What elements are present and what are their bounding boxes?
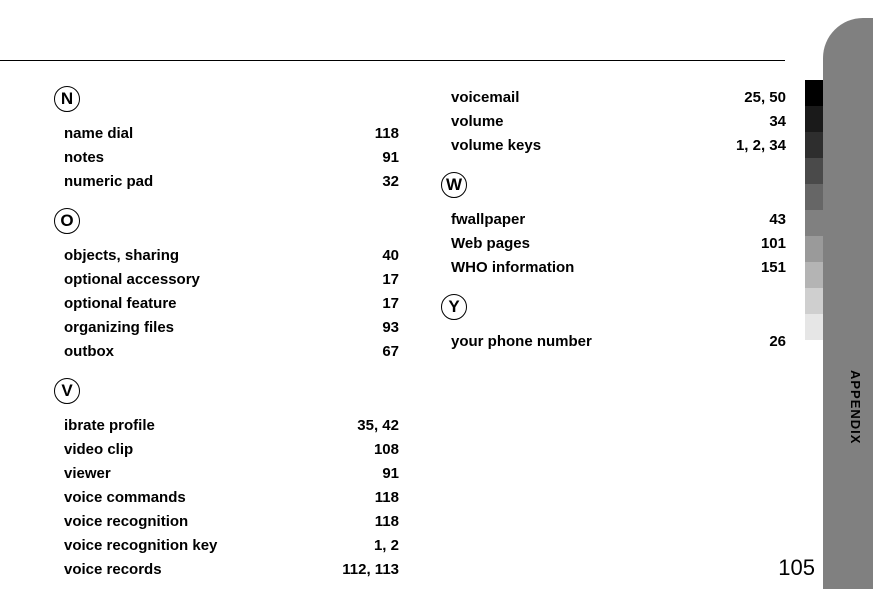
index-pages: 35, 42 — [357, 414, 399, 438]
index-pages: 32 — [382, 170, 399, 194]
index-term: your phone number — [451, 330, 592, 354]
index-entry: WHO information 151 — [447, 256, 786, 280]
index-letter-w: W — [441, 172, 467, 198]
thumb-tab-step — [805, 132, 823, 158]
index-pages: 118 — [375, 122, 399, 146]
thumb-tab-steps — [805, 80, 823, 340]
index-entry: volume 34 — [447, 110, 786, 134]
index-term: volume keys — [451, 134, 541, 158]
index-pages: 43 — [769, 208, 786, 232]
page: Nname dial 118 notes 91 numeric pad 32 Oobject… — [0, 0, 873, 589]
thumb-tab-step — [805, 236, 823, 262]
index-pages: 40 — [382, 244, 399, 268]
top-rule — [0, 60, 785, 61]
index-entry: voice recognition 118 — [60, 510, 399, 534]
thumb-tab-step — [805, 288, 823, 314]
index-pages: 17 — [382, 292, 399, 316]
index-entry: video clip 108 — [60, 438, 399, 462]
index-entry: voice commands 118 — [60, 486, 399, 510]
index-pages: 118 — [375, 486, 399, 510]
index-entry: Web pages 101 — [447, 232, 786, 256]
index-pages: 34 — [769, 110, 786, 134]
index-entry: name dial 118 — [60, 122, 399, 146]
index-term: voicemail — [451, 86, 519, 110]
index-pages: 1, 2 — [374, 534, 399, 558]
index-pages: 91 — [382, 146, 399, 170]
index-entry: your phone number 26 — [447, 330, 786, 354]
index-term: name dial — [64, 122, 133, 146]
index-column-right: voicemail 25, 50 volume 34 volume keys 1, 2, … — [447, 86, 786, 582]
thumb-tab-band — [823, 18, 873, 589]
index-entry: objects, sharing 40 — [60, 244, 399, 268]
index-pages: 17 — [382, 268, 399, 292]
index-term: WHO information — [451, 256, 574, 280]
index-entry: fwallpaper 43 — [447, 208, 786, 232]
index-entry: optional feature 17 — [60, 292, 399, 316]
index-pages: 26 — [769, 330, 786, 354]
index-entry: voicemail 25, 50 — [447, 86, 786, 110]
index-entry: ibrate profile 35, 42 — [60, 414, 399, 438]
index-letter-v: V — [54, 378, 80, 404]
index-term: video clip — [64, 438, 133, 462]
index-entry: optional accessory 17 — [60, 268, 399, 292]
index-entry: volume keys 1, 2, 34 — [447, 134, 786, 158]
index-letter-o: O — [54, 208, 80, 234]
index-term: voice recognition — [64, 510, 188, 534]
index-pages: 118 — [375, 510, 399, 534]
thumb-tab-step — [805, 158, 823, 184]
index-pages: 93 — [382, 316, 399, 340]
index-term: Web pages — [451, 232, 530, 256]
index-entry: outbox 67 — [60, 340, 399, 364]
thumb-tab-step — [805, 80, 823, 106]
index-term: volume — [451, 110, 504, 134]
index-pages: 108 — [374, 438, 399, 462]
index-term: organizing files — [64, 316, 174, 340]
index-term: objects, sharing — [64, 244, 179, 268]
index-term: voice records — [64, 558, 162, 582]
index-pages: 1, 2, 34 — [736, 134, 786, 158]
index-term: fwallpaper — [451, 208, 525, 232]
side-label: APPENDIX — [848, 370, 863, 444]
index-entry: organizing files 93 — [60, 316, 399, 340]
index-term: notes — [64, 146, 104, 170]
page-number: 105 — [778, 555, 815, 581]
index-letter-n: N — [54, 86, 80, 112]
index-entry: notes 91 — [60, 146, 399, 170]
index-term: voice recognition key — [64, 534, 217, 558]
index-pages: 25, 50 — [744, 86, 786, 110]
index-term: voice commands — [64, 486, 186, 510]
thumb-tab-step — [805, 314, 823, 340]
index-pages: 91 — [382, 462, 399, 486]
index-pages: 151 — [761, 256, 786, 280]
index-entry: viewer 91 — [60, 462, 399, 486]
index-pages: 67 — [382, 340, 399, 364]
index-entry: numeric pad 32 — [60, 170, 399, 194]
index-content: Nname dial118notes91numeric pad32Oobject… — [60, 86, 786, 582]
index-column-left: Nname dial118notes91numeric pad32Oobject… — [60, 86, 399, 582]
index-term: optional feature — [64, 292, 177, 316]
index-entry: voice recognition key 1, 2 — [60, 534, 399, 558]
thumb-tab-step — [805, 210, 823, 236]
index-letter-y: Y — [441, 294, 467, 320]
index-term: outbox — [64, 340, 114, 364]
index-pages: 101 — [761, 232, 786, 256]
index-term: ibrate profile — [64, 414, 155, 438]
thumb-tab-step — [805, 106, 823, 132]
thumb-tab-step — [805, 184, 823, 210]
index-term: numeric pad — [64, 170, 153, 194]
index-term: viewer — [64, 462, 111, 486]
index-term: optional accessory — [64, 268, 200, 292]
thumb-tab-step — [805, 262, 823, 288]
index-pages: 112, 113 — [342, 558, 399, 582]
index-entry: voice records 112, 113 — [60, 558, 399, 582]
